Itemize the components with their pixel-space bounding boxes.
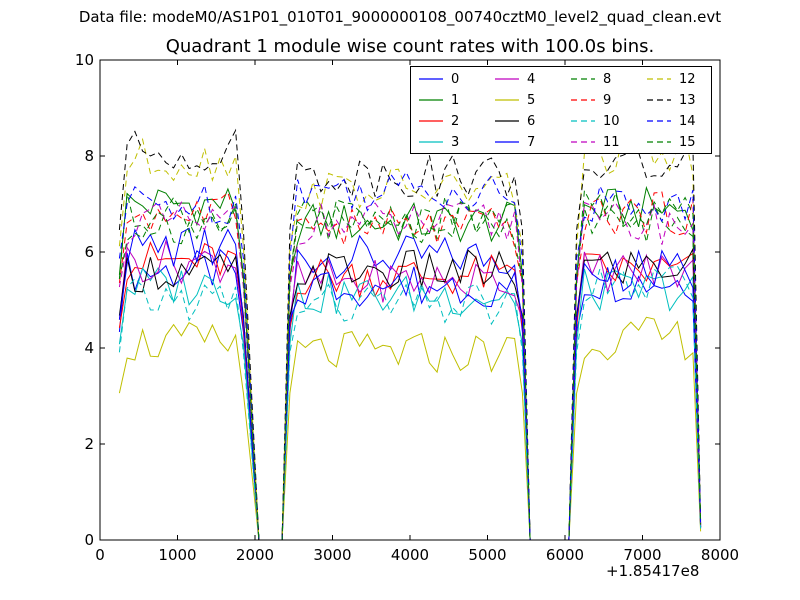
series-line-13 [118,128,702,541]
x-tick-label: 5000 [468,546,506,564]
legend-label: 7 [527,134,536,150]
series-line-3 [118,267,702,541]
x-tick-label: 4000 [391,546,429,564]
y-tick-label: 4 [84,339,94,357]
legend-entry-4: 4 [495,69,535,89]
y-tick-label: 10 [75,51,94,69]
legend-swatch [647,99,671,101]
series-line-7 [118,227,702,541]
y-tick-label: 2 [84,435,94,453]
legend-entry-9: 9 [571,90,611,110]
legend-swatch [419,78,443,80]
legend-swatch [571,120,595,122]
legend-swatch [571,99,595,101]
legend-entry-14: 14 [647,111,696,131]
legend-entry-5: 5 [495,90,535,110]
figure-suptitle: Data file: modeM0/AS1P01_010T01_90000001… [78,8,722,26]
legend-swatch [647,78,671,80]
legend-swatch [647,120,671,122]
legend-swatch [419,99,443,101]
legend-label: 14 [679,113,696,129]
legend-entry-15: 15 [647,132,696,152]
x-tick-label: 0 [95,546,105,564]
y-tick-label: 8 [84,147,94,165]
legend-entry-6: 6 [495,111,535,131]
x-tick-label: 6000 [546,546,584,564]
legend-swatch [495,78,519,80]
legend-entry-3: 3 [419,132,459,152]
legend-entry-0: 0 [419,69,459,89]
legend-entry-1: 1 [419,90,459,110]
legend-entry-8: 8 [571,69,611,89]
legend-swatch [495,141,519,143]
series-line-4 [118,239,702,541]
legend-label: 4 [527,71,536,87]
y-tick-label: 0 [84,531,94,549]
legend-swatch [419,120,443,122]
x-axis-offset-label: +1.85417e8 [606,562,700,580]
legend-swatch [571,141,595,143]
x-tick-label: 7000 [623,546,661,564]
legend-swatch [647,141,671,143]
legend-swatch [495,120,519,122]
legend-label: 9 [603,92,612,108]
y-tick-label: 6 [84,243,94,261]
legend-swatch [571,78,595,80]
series-line-12 [118,132,702,541]
legend-entry-12: 12 [647,69,696,89]
series-line-15 [118,188,702,541]
series-line-6 [118,247,702,541]
legend-label: 3 [451,134,460,150]
chart-title: Quadrant 1 module wise count rates with … [165,36,655,57]
chart-legend: 0 1 2 3 4 5 6 7 8 9 10 11 12 13 14 15 [410,66,712,154]
series-layer [118,128,702,541]
legend-label: 13 [679,92,696,108]
x-tick-label: 3000 [313,546,351,564]
legend-label: 11 [603,134,620,150]
legend-entry-11: 11 [571,132,620,152]
series-line-14 [118,171,702,541]
series-line-11 [118,201,702,541]
legend-label: 6 [527,113,536,129]
legend-entry-13: 13 [647,90,696,110]
series-line-1 [118,185,702,541]
legend-swatch [419,141,443,143]
legend-label: 8 [603,71,612,87]
x-tick-label: 1000 [158,546,196,564]
series-line-2 [118,241,702,541]
legend-label: 0 [451,71,460,87]
legend-label: 2 [451,113,460,129]
series-line-5 [118,316,702,541]
legend-label: 15 [679,134,696,150]
x-tick-label: 8000 [701,546,739,564]
x-tick-label: 2000 [236,546,274,564]
legend-entry-7: 7 [495,132,535,152]
legend-entry-10: 10 [571,111,620,131]
series-line-10 [118,265,702,541]
legend-swatch [495,99,519,101]
legend-label: 10 [603,113,620,129]
legend-label: 1 [451,92,460,108]
legend-label: 12 [679,71,696,87]
legend-entry-2: 2 [419,111,459,131]
legend-label: 5 [527,92,536,108]
axes-frame [99,59,721,541]
